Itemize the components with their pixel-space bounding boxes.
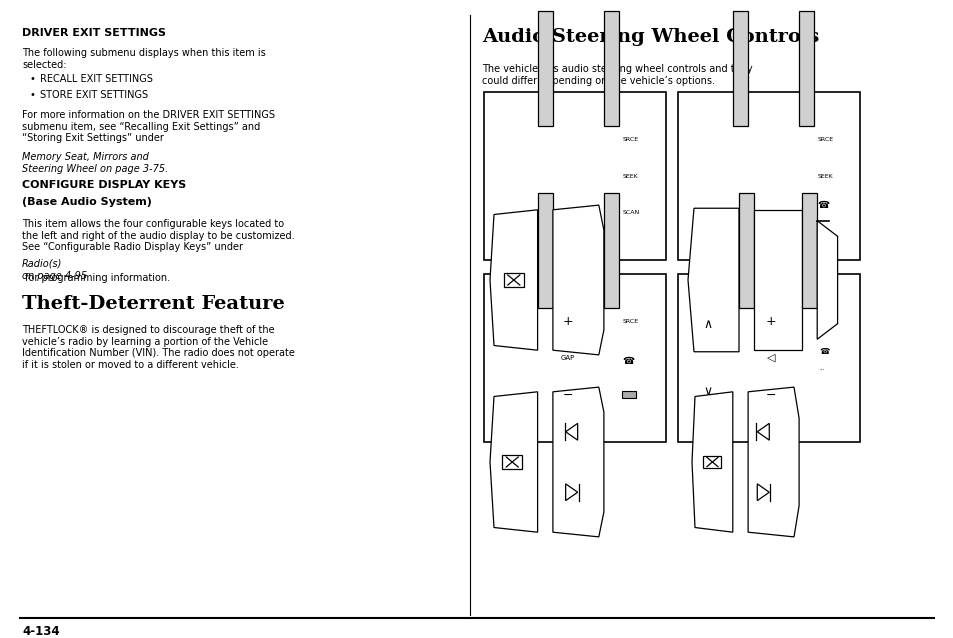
Text: CONFIGURE DISPLAY KEYS: CONFIGURE DISPLAY KEYS [22, 180, 186, 190]
Bar [483, 92, 665, 260]
Polygon shape [817, 221, 837, 339]
Bar [603, 193, 618, 308]
Text: Memory Seat, Mirrors and
Steering Wheel on page 3-75.: Memory Seat, Mirrors and Steering Wheel … [22, 152, 168, 174]
Bar [801, 193, 817, 308]
Text: SRCE: SRCE [621, 318, 638, 323]
Text: Audio Steering Wheel Controls: Audio Steering Wheel Controls [481, 28, 819, 46]
Text: The vehicle has audio steering wheel controls and they
could differ depending on: The vehicle has audio steering wheel con… [481, 64, 752, 85]
Text: For more information on the DRIVER EXIT SETTINGS
submenu item, see “Recalling Ex: For more information on the DRIVER EXIT … [22, 110, 274, 143]
Text: +: + [765, 315, 776, 327]
Text: ☎: ☎ [621, 357, 634, 366]
Text: This item allows the four configurable keys located to
the left and right of the: This item allows the four configurable k… [22, 219, 294, 252]
Text: DRIVER EXIT SETTINGS: DRIVER EXIT SETTINGS [22, 28, 166, 38]
Text: GAP: GAP [560, 355, 575, 361]
Text: RECALL EXIT SETTINGS: RECALL EXIT SETTINGS [40, 74, 152, 84]
Polygon shape [553, 387, 603, 537]
Polygon shape [691, 392, 732, 532]
Polygon shape [757, 484, 768, 501]
Polygon shape [565, 484, 578, 501]
Text: SEEK: SEEK [817, 174, 832, 179]
Text: (Base Audio System): (Base Audio System) [22, 197, 152, 207]
Polygon shape [757, 424, 768, 440]
Text: SEEK: SEEK [621, 174, 638, 179]
Polygon shape [490, 392, 537, 532]
Bar [603, 11, 618, 126]
Polygon shape [565, 424, 578, 440]
Bar [678, 274, 859, 442]
Text: 4-134: 4-134 [22, 625, 59, 638]
Text: SRCE: SRCE [621, 137, 638, 142]
Text: Radio(s)
on page 4-95: Radio(s) on page 4-95 [22, 259, 87, 281]
Text: •: • [30, 74, 36, 84]
Polygon shape [747, 387, 799, 537]
Bar [732, 11, 747, 126]
Text: ◁: ◁ [766, 353, 775, 363]
Text: +: + [562, 315, 573, 327]
Text: ☎: ☎ [819, 347, 829, 356]
Text: The following submenu displays when this item is
selected:: The following submenu displays when this… [22, 48, 266, 70]
Bar [678, 92, 859, 260]
Text: ∧: ∧ [703, 318, 712, 331]
Bar [799, 11, 814, 126]
Text: for programming information.: for programming information. [22, 273, 170, 283]
Text: −: − [562, 389, 573, 401]
Text: ☎: ☎ [817, 200, 829, 209]
Text: •: • [30, 90, 36, 100]
Text: SRCE: SRCE [817, 137, 833, 142]
Bar [537, 11, 553, 126]
Bar [483, 274, 665, 442]
Text: SCAN: SCAN [621, 211, 639, 216]
Polygon shape [553, 205, 603, 355]
Text: ∨: ∨ [703, 385, 712, 398]
Bar [739, 193, 754, 308]
Bar [503, 273, 523, 287]
Text: Theft-Deterrent Feature: Theft-Deterrent Feature [22, 295, 284, 313]
Text: THEFTLOCK® is designed to discourage theft of the
vehicle’s radio by learning a : THEFTLOCK® is designed to discourage the… [22, 325, 294, 370]
Polygon shape [687, 208, 739, 352]
Text: −: − [765, 389, 776, 401]
Bar [702, 456, 720, 468]
Bar [501, 455, 521, 469]
Text: ...: ... [819, 366, 823, 371]
Polygon shape [490, 210, 537, 350]
Bar [621, 391, 636, 398]
Polygon shape [754, 210, 801, 350]
Bar [537, 193, 553, 308]
Text: STORE EXIT SETTINGS: STORE EXIT SETTINGS [40, 90, 148, 100]
